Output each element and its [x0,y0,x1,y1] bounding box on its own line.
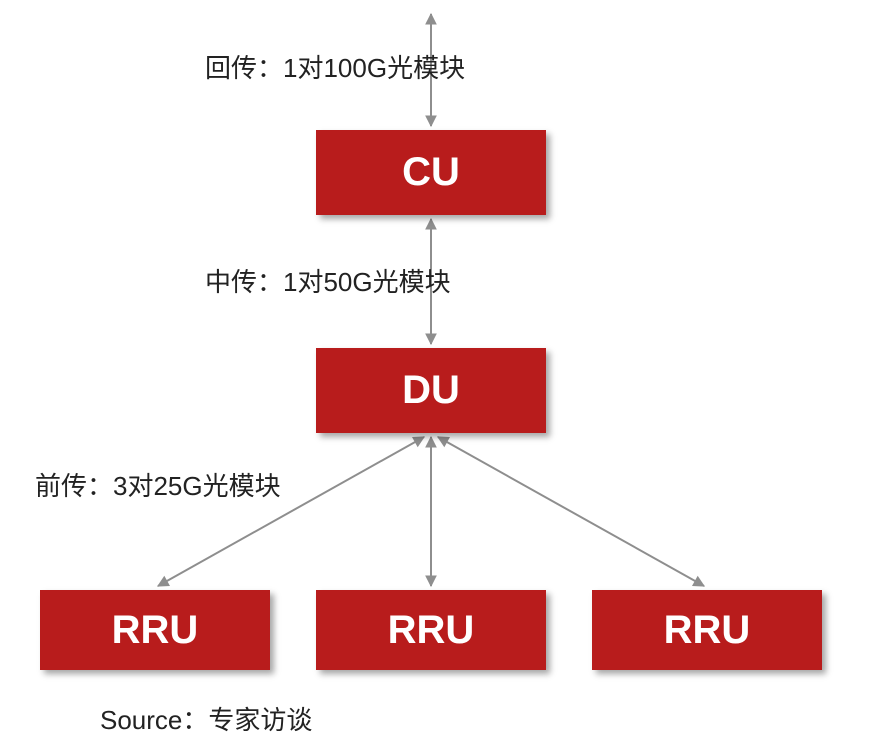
diagram-stage: CU DU RRU RRU RRU 回传：1对100G光模块 中传：1对50G光… [0,0,881,752]
node-rru-2-label: RRU [388,608,475,653]
label-fronthaul: 前传：3对25G光模块 [35,466,281,503]
label-midhaul: 中传：1对50G光模块 [205,262,451,299]
node-rru-2: RRU [316,590,546,670]
node-rru-1: RRU [40,590,270,670]
node-cu: CU [316,130,546,215]
node-rru-3: RRU [592,590,822,670]
node-rru-3-label: RRU [664,608,751,653]
node-rru-1-label: RRU [112,608,199,653]
label-source: Source：专家访谈 [100,700,312,737]
node-cu-label: CU [402,150,460,195]
node-du-label: DU [402,368,460,413]
label-backhaul: 回传：1对100G光模块 [205,48,465,85]
node-du: DU [316,348,546,433]
